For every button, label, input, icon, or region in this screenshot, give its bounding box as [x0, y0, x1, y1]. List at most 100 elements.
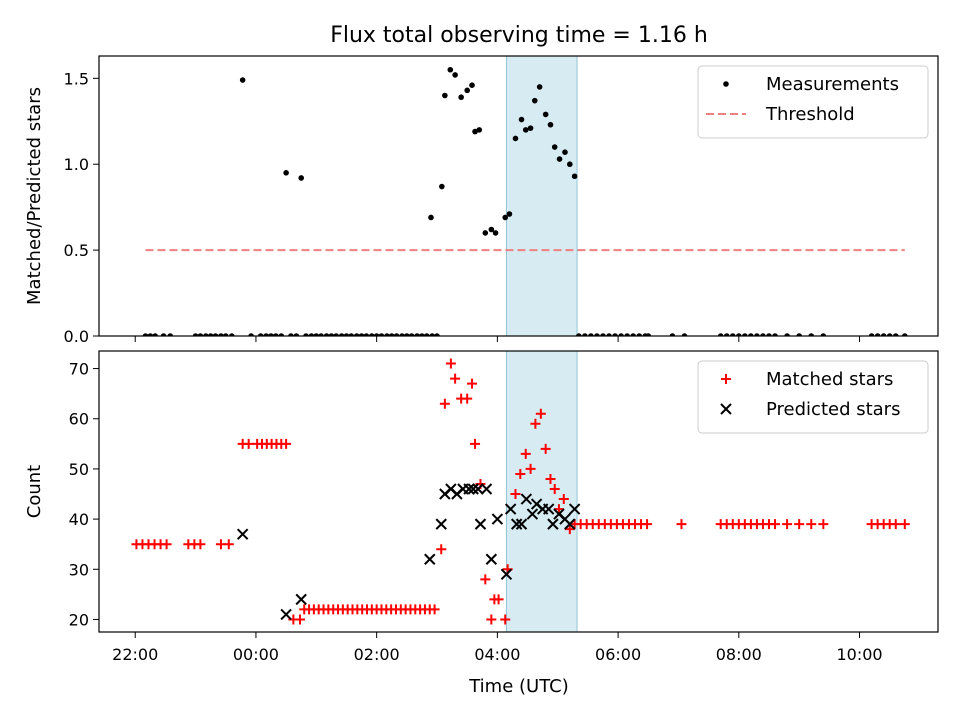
data-point [502, 214, 509, 221]
data-point [493, 594, 504, 605]
data-point [268, 333, 274, 336]
data-point [439, 398, 450, 409]
data-point [283, 170, 289, 176]
x-tick-label: 06:00 [595, 645, 641, 664]
data-point [442, 92, 448, 99]
data-point [669, 333, 676, 336]
data-point [874, 333, 881, 336]
data-point [388, 333, 395, 336]
series-predicted-stars [236, 483, 581, 621]
data-point [491, 513, 504, 525]
data-point [203, 333, 209, 336]
data-point [492, 230, 499, 236]
axes-frame [98, 55, 939, 337]
data-point [369, 333, 375, 336]
data-point [488, 226, 495, 233]
data-point [642, 519, 653, 530]
y-tick-label: 1.5 [64, 69, 89, 88]
data-point [424, 553, 436, 565]
data-point [536, 84, 543, 90]
data-point [522, 127, 529, 133]
data-point [313, 333, 320, 336]
count-marks [131, 358, 910, 625]
data-point [470, 438, 481, 449]
data-point [447, 66, 454, 73]
data-point [568, 503, 581, 515]
data-point [358, 333, 365, 336]
data-point [280, 608, 292, 621]
data-point [486, 614, 497, 625]
data-point [295, 593, 307, 606]
data-point [512, 135, 519, 142]
data-point [243, 438, 254, 449]
data-point [485, 553, 498, 565]
data-point [419, 333, 425, 336]
data-point [467, 378, 478, 389]
data-point [618, 333, 624, 336]
data-point [435, 518, 447, 530]
data-point [515, 468, 526, 479]
data-point [308, 333, 315, 336]
data-point [794, 519, 805, 530]
data-point [318, 333, 324, 336]
panel-ratio: 0.0 0.5 1.0 1.5 Matched/Predicted stars Measu… [24, 55, 939, 346]
data-point [564, 524, 575, 535]
data-point [223, 539, 234, 550]
y-tick-label: 0.0 [64, 327, 89, 346]
data-point [469, 82, 475, 89]
data-point [462, 393, 473, 404]
data-point [892, 333, 899, 336]
data-point [147, 333, 154, 336]
legend-label: Measurements [766, 74, 899, 95]
data-point [535, 408, 546, 419]
data-point [197, 333, 204, 336]
legend-label: Predicted stars [766, 399, 900, 420]
panel-count: 20 30 40 50 60 70 22:00 00:00 02:00 04:00 06:00 08:… [24, 350, 939, 664]
data-point [423, 333, 430, 336]
data-point [510, 518, 523, 530]
data-point [472, 483, 484, 495]
legend: Matched stars Predicted stars [697, 360, 929, 434]
data-point [645, 333, 652, 336]
data-point [414, 333, 420, 336]
y-tick-label: 70 [69, 360, 89, 379]
data-point [480, 483, 493, 495]
data-point [257, 333, 264, 336]
data-point [729, 333, 736, 336]
y-tick-label: 40 [69, 510, 89, 529]
data-point [353, 333, 360, 336]
data-point [436, 544, 447, 555]
data-point [784, 333, 790, 336]
ratio-marks [142, 66, 908, 336]
data-point [429, 604, 440, 615]
data-point [212, 333, 219, 336]
data-point [293, 333, 300, 336]
data-point [281, 438, 292, 449]
x-tick-label: 00:00 [233, 645, 279, 664]
data-point [323, 333, 330, 336]
data-point [542, 503, 555, 515]
legend-box [697, 360, 929, 434]
data-point [404, 333, 410, 336]
series-measurements [142, 66, 908, 336]
data-point [553, 504, 564, 515]
data-point [868, 333, 875, 336]
data-point [564, 518, 576, 530]
data-point [263, 333, 269, 336]
data-point [782, 519, 793, 530]
data-point [239, 77, 246, 83]
legend-label: Threshold [765, 104, 855, 125]
data-point [890, 519, 901, 530]
data-point [434, 333, 440, 336]
data-point [294, 614, 305, 625]
data-point [540, 443, 551, 454]
data-point [278, 333, 285, 336]
data-point [207, 333, 214, 336]
data-point [588, 333, 594, 336]
y-tick-label: 30 [69, 560, 89, 579]
data-point [808, 333, 815, 336]
data-point [542, 111, 549, 118]
data-point [723, 333, 730, 336]
data-point [474, 518, 487, 530]
